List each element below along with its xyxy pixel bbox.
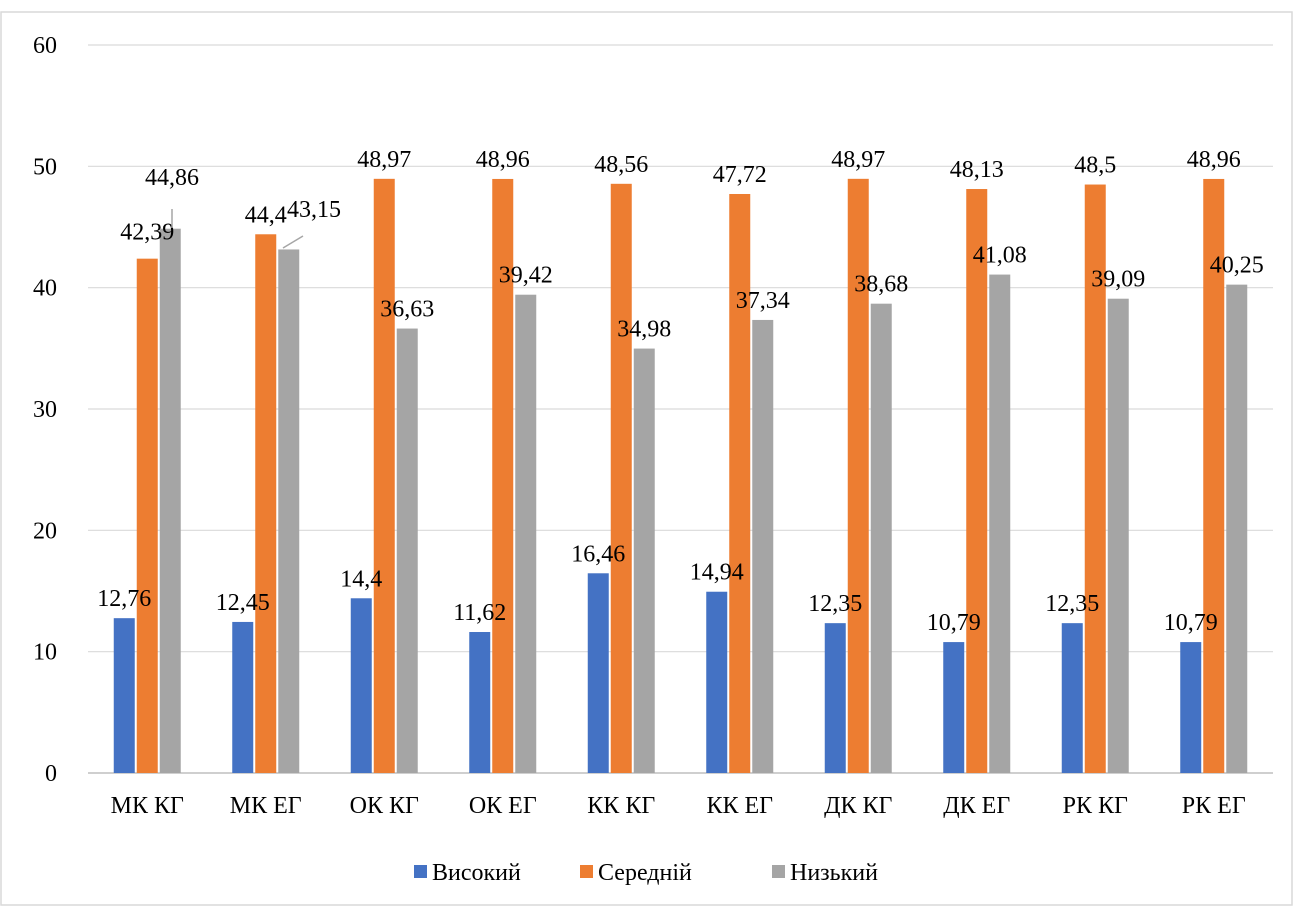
bar	[159, 228, 181, 773]
data-label: 11,62	[453, 600, 506, 626]
bar	[113, 618, 135, 773]
data-label: 48,56	[594, 152, 648, 178]
data-label: 39,09	[1091, 267, 1145, 293]
data-label: 10,79	[1164, 610, 1218, 636]
bar	[469, 632, 491, 773]
data-label: 47,72	[713, 162, 767, 188]
data-label: 44,4	[245, 202, 287, 228]
bar	[966, 189, 988, 774]
bar	[752, 319, 774, 773]
bar	[373, 178, 395, 773]
bar	[824, 623, 846, 773]
bar	[278, 249, 300, 774]
x-tick-label: КК ЕГ	[706, 793, 773, 819]
x-tick-label: ДК КГ	[824, 793, 892, 819]
y-tick-label: 20	[33, 518, 57, 544]
bar	[587, 573, 609, 773]
bar	[729, 193, 751, 774]
data-label: 48,96	[1187, 147, 1241, 173]
data-label: 42,39	[120, 220, 174, 246]
y-tick-label: 0	[45, 761, 57, 787]
bar	[136, 258, 158, 774]
y-tick-label: 30	[33, 397, 57, 423]
x-tick-label: КК КГ	[587, 793, 655, 819]
bar	[847, 178, 869, 773]
data-label: 12,35	[1045, 591, 1099, 617]
bar	[706, 591, 728, 773]
x-tick-label: РК ЕГ	[1182, 793, 1246, 819]
x-tick-label: ДК ЕГ	[943, 793, 1010, 819]
data-label: 14,4	[340, 566, 382, 592]
bar	[1203, 178, 1225, 773]
data-label: 44,86	[145, 165, 199, 191]
data-label: 38,68	[854, 272, 908, 298]
data-label: 36,63	[380, 297, 434, 323]
bar	[515, 294, 537, 773]
data-label: 16,46	[571, 541, 625, 567]
data-label: 48,13	[950, 157, 1004, 183]
y-axis-ticks: 0 10 20 30 40 50 60	[33, 33, 57, 787]
label-leader-line	[282, 235, 304, 249]
bar	[232, 621, 254, 773]
legend-label: Високий	[432, 860, 521, 886]
x-tick-label: МК КГ	[111, 793, 184, 819]
data-label: 37,34	[736, 288, 790, 314]
bar	[1061, 623, 1083, 773]
data-labels: 12,76 42,39 44,86 12,45 44,4 43,15 14,4 48,97 36…	[97, 147, 1264, 636]
x-tick-label: МК ЕГ	[230, 793, 302, 819]
bar	[1180, 642, 1202, 773]
bar	[870, 303, 892, 773]
bar	[989, 274, 1011, 773]
bar	[1107, 298, 1129, 773]
bars	[113, 178, 1248, 774]
bar	[633, 348, 655, 773]
data-label: 10,79	[927, 610, 981, 636]
bar	[396, 328, 418, 773]
bar	[1226, 284, 1248, 773]
data-label: 48,96	[476, 147, 530, 173]
bar	[610, 183, 632, 774]
data-label: 43,15	[287, 197, 341, 223]
y-tick-label: 40	[33, 276, 57, 302]
data-label: 12,45	[216, 590, 270, 616]
data-label: 48,97	[357, 147, 411, 173]
data-label: 40,25	[1210, 253, 1264, 279]
legend-label: Середній	[598, 860, 692, 886]
legend-swatch	[580, 865, 593, 878]
bar	[1084, 184, 1106, 774]
data-label: 12,35	[808, 591, 862, 617]
x-tick-label: ОК ЕГ	[469, 793, 537, 819]
data-label: 48,5	[1074, 153, 1116, 179]
data-label: 48,97	[831, 147, 885, 173]
x-tick-label: ОК КГ	[350, 793, 419, 819]
bar	[492, 178, 514, 773]
legend-swatch	[414, 865, 427, 878]
data-label: 14,94	[690, 560, 744, 586]
chart-frame	[0, 11, 1293, 906]
legend-label: Низький	[790, 860, 878, 886]
bar	[943, 642, 965, 773]
y-tick-label: 10	[33, 640, 57, 666]
data-label: 39,42	[499, 263, 553, 289]
bar	[255, 234, 277, 773]
y-tick-label: 50	[33, 154, 57, 180]
data-label: 34,98	[617, 317, 671, 343]
y-tick-label: 60	[33, 33, 57, 59]
data-label: 41,08	[973, 243, 1027, 269]
legend-swatch	[772, 865, 785, 878]
bar	[350, 598, 372, 773]
x-axis-ticks: МК КГ МК ЕГ ОК КГ ОК ЕГ КК КГ КК ЕГ ДК КГ ДК ЕГ…	[111, 793, 1246, 819]
legend: Високий Середній Низький	[414, 860, 878, 886]
x-tick-label: РК КГ	[1063, 793, 1128, 819]
data-label: 12,76	[97, 586, 151, 612]
